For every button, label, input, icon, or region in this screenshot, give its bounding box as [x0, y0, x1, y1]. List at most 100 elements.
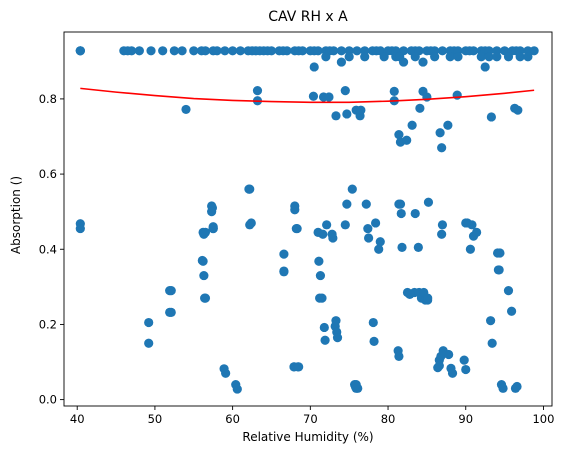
data-point	[513, 105, 523, 115]
x-tick-label: 80	[381, 412, 396, 426]
data-point	[397, 242, 407, 252]
data-point	[290, 205, 300, 215]
data-point	[212, 46, 222, 56]
data-point	[342, 109, 352, 119]
data-point	[407, 120, 417, 130]
data-point	[418, 57, 428, 67]
data-point	[398, 57, 409, 67]
data-point	[369, 336, 379, 346]
data-point	[207, 207, 217, 217]
data-point	[423, 293, 433, 303]
data-point	[394, 199, 404, 209]
data-point	[221, 368, 231, 378]
data-point	[415, 103, 425, 113]
data-point	[266, 46, 277, 56]
data-point	[364, 233, 374, 243]
data-point	[437, 229, 447, 239]
data-point	[356, 105, 366, 115]
data-point	[200, 46, 211, 56]
data-point	[468, 46, 479, 56]
data-point	[321, 52, 331, 62]
data-point	[134, 46, 144, 56]
x-axis-ticks: 40 50 60 70 80 90 100	[70, 406, 554, 426]
data-point	[292, 223, 302, 234]
data-point	[324, 92, 334, 102]
data-point	[529, 46, 539, 56]
data-point	[461, 218, 471, 228]
data-point	[410, 208, 420, 219]
data-point	[309, 62, 319, 72]
data-point	[235, 46, 245, 56]
data-point	[503, 286, 514, 296]
data-point	[480, 62, 490, 72]
x-tick-label: 60	[225, 412, 240, 426]
data-point	[331, 111, 341, 121]
data-point	[422, 92, 432, 102]
x-tick-label: 90	[458, 412, 473, 426]
data-point	[144, 338, 154, 348]
data-point	[329, 46, 339, 56]
data-point	[177, 46, 187, 56]
y-axis-ticks: 0.0 0.2 0.4 0.6 0.8	[39, 92, 64, 407]
data-point	[472, 227, 482, 237]
data-point	[200, 293, 211, 303]
data-point	[319, 322, 329, 333]
data-point	[252, 86, 263, 96]
data-point	[342, 199, 352, 209]
data-point	[453, 52, 463, 62]
data-point	[495, 248, 505, 258]
data-point	[523, 52, 533, 62]
data-point	[144, 317, 154, 328]
data-point	[344, 52, 354, 62]
data-point	[423, 197, 434, 207]
data-point	[486, 112, 496, 122]
data-point	[374, 244, 384, 254]
data-point	[447, 368, 458, 378]
data-point	[351, 379, 361, 390]
data-point	[232, 384, 242, 394]
chart-title: CAV RH x A	[268, 9, 348, 25]
data-point	[379, 52, 389, 62]
data-point	[328, 233, 338, 243]
y-tick-label: 0.2	[39, 317, 57, 331]
data-point	[279, 267, 289, 277]
data-point	[512, 381, 522, 392]
data-point	[486, 316, 496, 326]
data-point	[197, 255, 207, 266]
data-point	[515, 52, 525, 62]
data-point	[434, 361, 444, 371]
data-point	[371, 218, 381, 228]
y-tick-label: 0.6	[39, 167, 57, 181]
data-point	[465, 244, 476, 254]
data-point	[315, 293, 325, 303]
data-point	[492, 52, 502, 62]
data-point	[158, 46, 168, 56]
data-point	[228, 46, 238, 56]
data-point	[375, 237, 385, 247]
data-point	[360, 52, 370, 62]
data-point	[437, 46, 448, 56]
data-point	[444, 349, 454, 360]
x-tick-label: 50	[148, 412, 163, 426]
data-point	[246, 218, 256, 228]
data-point	[320, 335, 330, 345]
data-point	[169, 46, 179, 56]
data-point	[199, 270, 209, 281]
data-point	[181, 104, 191, 115]
x-tick-label: 100	[532, 412, 554, 426]
data-point	[166, 307, 176, 318]
data-point	[297, 46, 308, 56]
fit-layer	[80, 87, 535, 104]
data-point	[443, 120, 453, 130]
data-point	[394, 351, 404, 361]
data-point	[503, 52, 514, 62]
data-point	[340, 86, 350, 96]
y-tick-label: 0.0	[39, 393, 57, 407]
data-point	[437, 220, 448, 230]
data-point	[363, 223, 373, 234]
data-point	[435, 128, 445, 138]
data-point	[368, 317, 378, 328]
data-point	[279, 249, 289, 259]
data-point	[189, 46, 199, 56]
